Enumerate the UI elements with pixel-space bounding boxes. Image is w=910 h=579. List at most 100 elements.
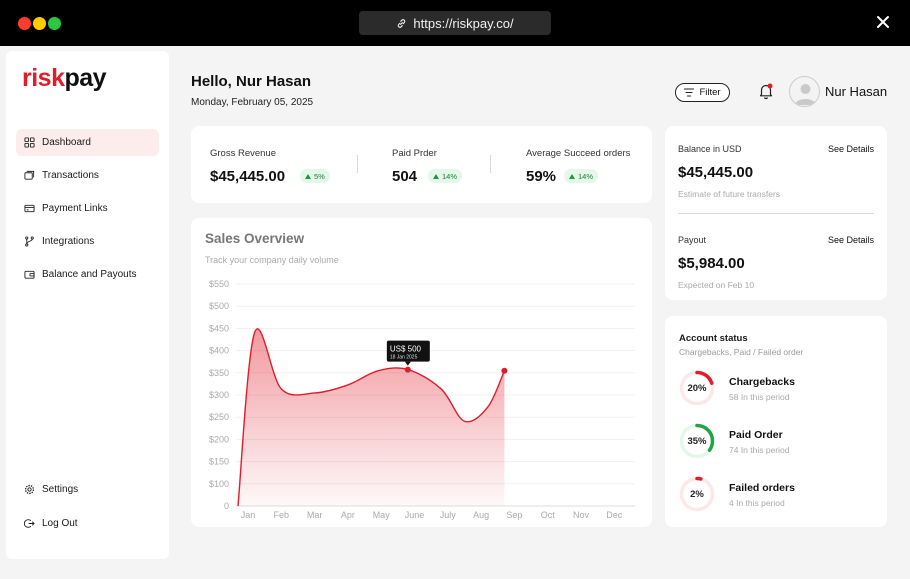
progress-ring-label: 35% [687,435,707,447]
account-status-name: Chargebacks [729,376,795,388]
tooltip-date: 18 Jan 2025 [390,355,418,361]
user-name: Nur Hasan [825,84,888,99]
x-tick-label: Sep [506,510,522,520]
data-point [501,367,508,374]
page-title: Hello, Nur Hasan [191,73,312,90]
sidebar-item-label: Integrations [42,236,95,247]
x-tick-label: Feb [274,510,290,520]
tooltip-box [386,340,430,362]
account-status-subtitle: Chargebacks, Paid / Failed order [679,347,804,357]
sales-line [237,328,506,507]
y-tick-label: $450 [209,323,229,333]
window-maximize-dot[interactable] [48,17,61,30]
window-close-dot[interactable] [18,17,31,30]
divider [678,213,874,214]
sidebar-item-settings[interactable]: Settings [16,476,159,503]
stat-label-average-succeed: Average Succeed orders [526,148,631,159]
balance-card: Balance in USD See Details $45,445.00 Es… [665,126,887,300]
avatar[interactable] [789,76,820,107]
logout-icon [24,519,35,528]
sidebar-item-dashboard[interactable]: Dashboard [16,129,159,156]
y-tick-label: $250 [209,412,229,422]
app-window: riskpay Dashboard Transactions Payment L… [0,46,910,579]
sales-overview-card: Sales Overview Track your company daily … [191,218,652,527]
y-tick-label: 0 [224,501,229,511]
sidebar: riskpay Dashboard Transactions Payment L… [6,51,169,559]
close-icon[interactable] [874,13,892,31]
y-tick-label: $350 [209,368,229,378]
bell-icon[interactable] [758,82,774,100]
account-status-row: 2% Failed orders 4 In this period [679,476,879,516]
stat-value-average-succeed: 59% [526,168,557,185]
arrow-up-icon [569,173,575,179]
y-tick-label: $100 [209,479,229,489]
window-minimize-dot[interactable] [33,17,46,30]
stat-label-paid-order: Paid Prder [392,148,437,159]
stat-label-gross-revenue: Gross Revenue [210,148,277,159]
sales-area [238,328,505,506]
tooltip-value: US$ 500 [390,345,422,354]
y-tick-label: $500 [209,301,229,311]
sidebar-item-payment-links[interactable]: Payment Links [16,195,159,222]
sidebar-item-label: Settings [42,484,79,495]
account-status-row: 35% Paid Order 74 In this period [679,423,879,463]
filter-label: Filter [699,87,721,98]
sidebar-item-transactions[interactable]: Transactions [16,162,159,189]
address-bar[interactable]: https://riskpay.co/ [359,11,551,35]
link-icon [398,18,406,28]
balance-note: Estimate of future transfers [678,189,781,199]
progress-ring-fill [679,476,715,512]
y-tick-label: $550 [209,279,229,289]
progress-ring-label: 20% [687,382,707,394]
y-tick-label: $150 [209,457,229,467]
progress-ring-fill [679,370,715,406]
payout-see-details-link[interactable]: See Details [828,235,875,245]
x-tick-label: Nov [573,510,590,520]
user-icon [795,84,816,105]
x-tick-label: Apr [341,510,355,520]
balance-see-details-link[interactable]: See Details [828,144,875,154]
account-status-name: Failed orders [729,482,795,494]
y-tick-label: $200 [209,434,229,444]
stat-change-badge: 14% [564,169,599,183]
x-tick-label: Oct [541,510,556,520]
sidebar-item-label: Payment Links [42,203,108,214]
account-status-row: 20% Chargebacks 58 In this period [679,370,879,410]
chart-title: Sales Overview [205,231,305,246]
chart-subtitle: Track your company daily volume [205,255,339,265]
url-text: https://riskpay.co/ [413,15,514,31]
x-tick-label: Mar [307,510,323,520]
sidebar-item-balance-and-payouts[interactable]: Balance and Payouts [16,261,159,288]
branch-icon [25,236,34,247]
progress-ring [679,423,715,459]
stat-change-badge: 14% [428,169,463,183]
progress-ring-fill [679,423,715,459]
browser-chrome: https://riskpay.co/ [0,0,910,46]
progress-ring-label: 2% [690,488,704,500]
payout-note: Expected on Feb 10 [678,280,755,290]
filter-button[interactable]: Filter [675,83,730,102]
progress-ring [679,476,715,512]
stat-value-gross-revenue: $45,445.00 [210,168,286,185]
balance-label: Balance in USD [678,144,742,154]
wallet-icon [24,270,35,279]
balance-value: $45,445.00 [678,164,754,181]
x-tick-label: May [373,510,391,520]
tooltip-point [404,366,411,373]
sidebar-item-log-out[interactable]: Log Out [16,510,159,537]
divider [357,155,358,173]
account-status-card: Account status Chargebacks, Paid / Faile… [665,316,887,527]
stat-value-paid-order: 504 [392,168,418,185]
divider [490,155,491,173]
account-status-period: 74 In this period [729,445,790,455]
logo: riskpay [22,64,107,92]
gear-icon [24,484,35,495]
x-tick-label: Jan [241,510,256,520]
payout-value: $5,984.00 [678,255,745,272]
payout-label: Payout [678,235,707,245]
sidebar-item-label: Dashboard [42,137,91,148]
account-status-period: 58 In this period [729,392,790,402]
sales-chart: 0 $100 $150 $200 $250 $300 $350 $400 $450 $500 $55… [209,279,635,520]
sidebar-item-integrations[interactable]: Integrations [16,228,159,255]
